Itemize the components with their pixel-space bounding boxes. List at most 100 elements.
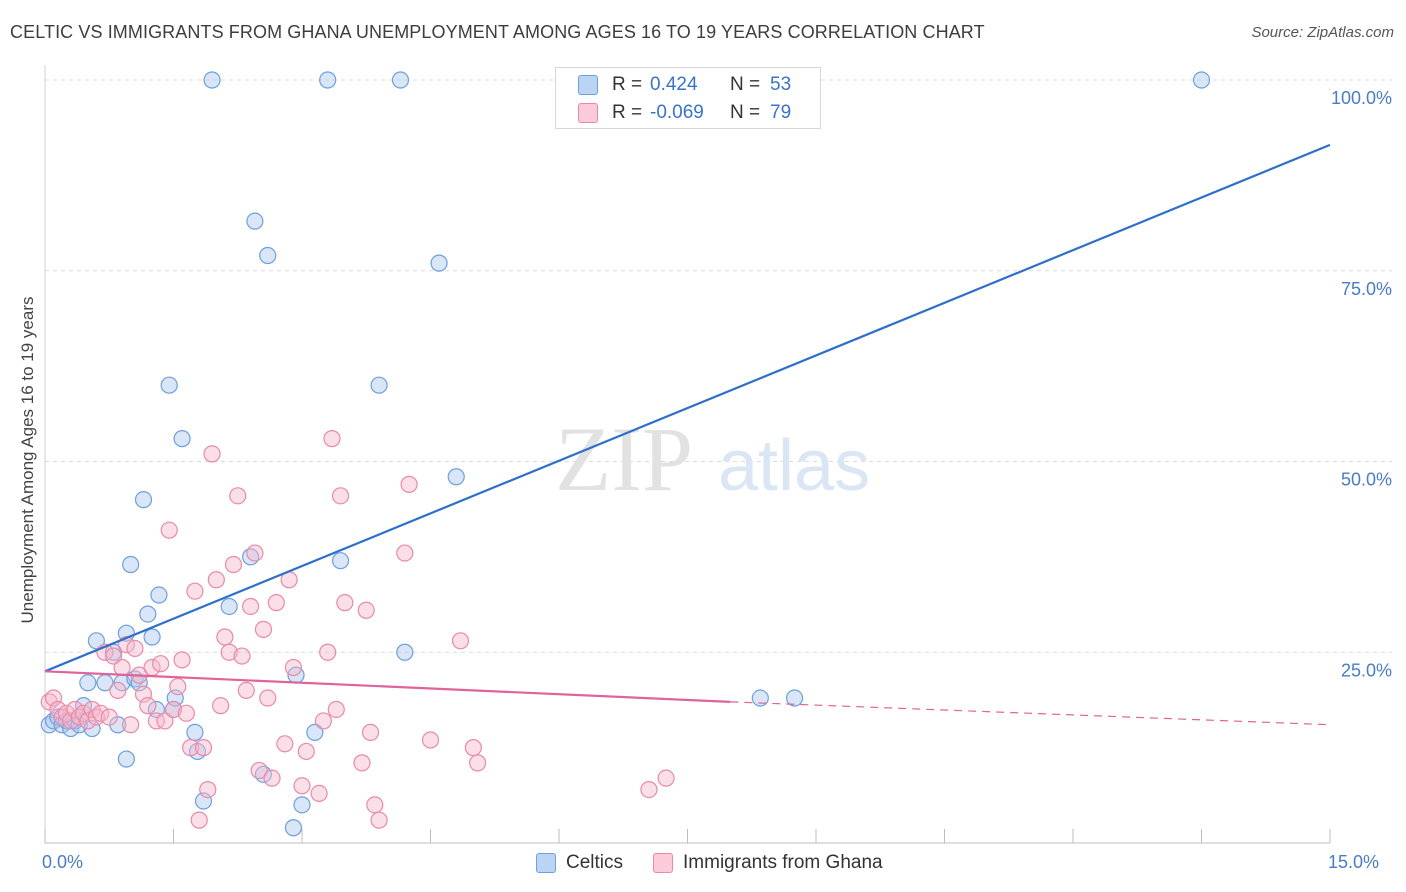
ghana-point [246,544,264,562]
celtics-point [87,632,106,650]
celtics-point [1192,71,1211,89]
ghana-point [224,555,243,574]
watermark-atlas: atlas [718,426,870,506]
legend-label-celtics: Celtics [566,852,624,873]
ghana-point [267,594,285,612]
ghana-point [186,582,204,600]
ghana-point [451,632,470,650]
ghana-point [319,643,337,661]
celtics-point [220,597,238,616]
y-tick-label: 75.0% [1341,279,1392,299]
ghana-point [182,739,200,757]
ghana-point [327,700,345,719]
celtics-trend-line [44,143,1331,673]
ghana-point [357,601,375,619]
celtics-point [284,819,303,837]
ghana-point [207,571,225,589]
ghana-point [237,681,255,700]
ghana-point [250,761,268,780]
celtics-point [173,430,191,448]
ghana-point [370,811,388,829]
ghana-point [160,521,178,539]
celtics-point [331,552,350,570]
ghana-point [203,445,221,463]
celtics-point [293,796,311,814]
ghana-point [331,487,350,505]
celtics-point [319,71,337,89]
ghana-point [242,597,260,616]
grid-layer [44,65,1392,844]
ghana-point [190,811,208,829]
ghana-point [254,620,273,638]
ghana-point [173,651,191,669]
celtics-point [306,723,324,741]
n-value: 53 [770,74,792,95]
celtics-point [447,468,465,486]
r-label: R = [612,74,643,95]
celtics-point [186,723,204,741]
ghana-trend-line-extension [730,701,1331,726]
ghana-point [469,754,487,772]
ghana-point [156,712,174,730]
ghana-point [366,796,384,814]
ghana-point [220,643,238,661]
ghana-point [263,769,281,787]
celtics-point [139,605,157,623]
ghana-point [212,697,230,715]
celtics-swatch [578,75,598,95]
y-tick-labels: 25.0% 50.0% 75.0% 100.0% [1331,88,1392,680]
ghana-point [323,430,341,448]
ghana-swatch [578,103,598,123]
ghana-point [177,704,195,722]
ghana-trend-line [44,670,731,703]
celtics-point [79,674,97,692]
celtics-point [150,586,168,604]
ghana-point [216,628,234,646]
stats-legend-row-celtics: R = 0.424 N = 53 [578,71,791,99]
n-label: N = [730,74,761,95]
ghana-point [361,723,380,741]
celtics-point [785,689,804,707]
ghana-point [310,784,328,803]
ghana-point [104,647,123,665]
celtics-point [430,254,448,272]
r-value: 0.424 [650,74,698,95]
ghana-point [92,704,110,722]
watermark-zip: ZIP [555,408,693,510]
ghana-point [284,658,303,677]
celtics-point [259,246,277,265]
y-tick-label: 50.0% [1341,470,1392,490]
n-label: N = [730,102,761,123]
ghana-point [336,594,354,612]
ghana-point [229,487,247,505]
ghana-point [109,681,127,700]
ghana-point [259,689,277,707]
ghana-point [164,700,183,719]
ghana-point [640,780,658,799]
ghana-point [169,677,187,696]
celtics-point [143,628,161,646]
ghana-point [139,697,157,715]
ghana-point [152,655,170,673]
ghana-point [400,475,418,493]
ghana-point [464,739,482,757]
x-tick-label-max: 15.0% [1328,852,1380,872]
celtics-point [396,643,414,661]
y-tick-label: 100.0% [1331,88,1392,108]
y-axis-title: Unemployment Among Ages 16 to 19 years [18,296,37,624]
celtics-point [370,376,388,394]
celtics-point [751,689,769,707]
celtics-point [160,376,178,394]
ghana-point [233,647,251,665]
ghana-legend-swatch [653,853,674,873]
celtics-point [246,212,264,230]
ghana-point [314,712,333,730]
stats-legend: R = 0.424 N = 53 R = -0.069 N = 79 [555,67,821,129]
ghana-point [276,735,294,753]
celtics-point [117,750,135,768]
r-label: R = [612,102,643,123]
y-tick-label: 25.0% [1341,660,1392,680]
lines-layer [44,143,1331,726]
ghana-point [657,769,675,787]
